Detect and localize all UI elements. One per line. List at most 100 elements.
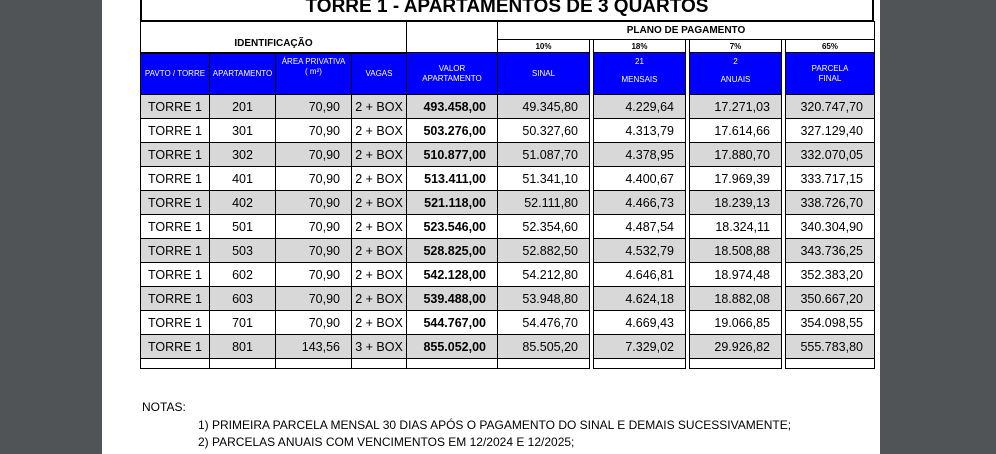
gap	[685, 118, 690, 143]
cell-valor: 493.458,00	[406, 94, 498, 119]
cell-apartamento: 602	[209, 262, 276, 287]
cell-vagas: 2 + BOX	[351, 238, 407, 263]
cell-apartamento: 603	[209, 286, 276, 311]
cell-pavto: TORRE 1	[140, 310, 210, 335]
cell-anuais: 18.974,48	[689, 262, 782, 287]
cell-sinal: 51.087,70	[497, 142, 590, 167]
cell-anuais: 17.614,66	[689, 118, 782, 143]
cell-valor: 503.276,00	[406, 118, 498, 143]
empty-cell	[689, 358, 782, 369]
plano-header: PLANO DE PAGAMENTO	[497, 21, 875, 40]
mensais-label: MENSAIS	[621, 75, 658, 84]
cell-anuais: 18.882,08	[689, 286, 782, 311]
cell-anuais: 19.066,85	[689, 310, 782, 335]
cell-parcela-final: 340.304,90	[785, 214, 875, 239]
cell-vagas: 2 + BOX	[351, 118, 407, 143]
cell-mensais: 4.646,81	[593, 262, 686, 287]
gap	[589, 238, 594, 263]
gap	[781, 142, 786, 167]
gap	[781, 190, 786, 215]
cell-sinal: 52.354,60	[497, 214, 590, 239]
table-row: TORRE 1 801 143,56 3 + BOX 855.052,00 85.505,…	[140, 334, 875, 359]
cell-valor: 521.118,00	[406, 190, 498, 215]
cell-apartamento: 302	[209, 142, 276, 167]
col-header-anuais: 2 ANUAIS	[689, 52, 782, 95]
cell-sinal: 49.345,80	[497, 94, 590, 119]
cell-anuais: 18.324,11	[689, 214, 782, 239]
col-header-valor: VALOR APARTAMENTO	[406, 52, 498, 95]
empty-cell	[351, 358, 407, 369]
cell-sinal: 52.882,50	[497, 238, 590, 263]
cell-pavto: TORRE 1	[140, 142, 210, 167]
cell-area: 70,90	[275, 262, 352, 287]
gap	[685, 190, 690, 215]
cell-vagas: 2 + BOX	[351, 286, 407, 311]
gap	[685, 310, 690, 335]
cell-valor: 544.767,00	[406, 310, 498, 335]
cell-mensais: 4.532,79	[593, 238, 686, 263]
gap	[589, 142, 594, 167]
valor-line2: APARTAMENTO	[422, 73, 482, 83]
cell-anuais: 17.880,70	[689, 142, 782, 167]
gap	[589, 334, 594, 359]
cell-valor: 510.877,00	[406, 142, 498, 167]
table-row: TORRE 1 603 70,90 2 + BOX 539.488,00 53.948,8…	[140, 286, 875, 311]
cell-area: 70,90	[275, 94, 352, 119]
cell-mensais: 4.669,43	[593, 310, 686, 335]
cell-vagas: 2 + BOX	[351, 94, 407, 119]
cell-parcela-final: 333.717,15	[785, 166, 875, 191]
cell-mensais: 7.329,02	[593, 334, 686, 359]
gap	[589, 190, 594, 215]
cell-area: 70,90	[275, 190, 352, 215]
area-line1: ÁREA PRIVATIVA	[281, 56, 346, 66]
cell-pavto: TORRE 1	[140, 262, 210, 287]
cell-vagas: 2 + BOX	[351, 190, 407, 215]
cell-anuais: 17.969,39	[689, 166, 782, 191]
cell-vagas: 2 + BOX	[351, 214, 407, 239]
cell-parcela-final: 352.383,20	[785, 262, 875, 287]
empty-cell	[593, 358, 686, 369]
gap	[685, 286, 690, 311]
mensais-count: 21	[635, 57, 644, 66]
cell-valor: 528.825,00	[406, 238, 498, 263]
table-row: TORRE 1 302 70,90 2 + BOX 510.877,00 51.087,7…	[140, 142, 875, 167]
cell-pavto: TORRE 1	[140, 118, 210, 143]
cell-pavto: TORRE 1	[140, 190, 210, 215]
cell-area: 70,90	[275, 214, 352, 239]
cell-apartamento: 503	[209, 238, 276, 263]
pct-anuais: 7%	[689, 39, 782, 53]
gap	[589, 286, 594, 311]
gap	[781, 238, 786, 263]
cell-pavto: TORRE 1	[140, 334, 210, 359]
cell-area: 70,90	[275, 166, 352, 191]
cell-sinal: 53.948,80	[497, 286, 590, 311]
cell-anuais: 18.508,88	[689, 238, 782, 263]
gap	[589, 262, 594, 287]
cell-pavto: TORRE 1	[140, 94, 210, 119]
cell-pavto: TORRE 1	[140, 214, 210, 239]
identificacao-header: IDENTIFICAÇÃO	[140, 21, 407, 54]
cell-pavto: TORRE 1	[140, 286, 210, 311]
parcela-line2: FINAL	[818, 73, 842, 83]
cell-area: 143,56	[275, 334, 352, 359]
gap	[781, 166, 786, 191]
cell-apartamento: 701	[209, 310, 276, 335]
cell-mensais: 4.466,73	[593, 190, 686, 215]
cell-sinal: 54.476,70	[497, 310, 590, 335]
cell-pavto: TORRE 1	[140, 238, 210, 263]
gap	[685, 94, 690, 119]
cell-valor: 523.546,00	[406, 214, 498, 239]
cell-valor: 513.411,00	[406, 166, 498, 191]
note-item: 2) PARCELAS ANUAIS COM VENCIMENTOS EM 12…	[198, 435, 575, 449]
cell-apartamento: 201	[209, 94, 276, 119]
document-page: TORRE 1 - APARTAMENTOS DE 3 QUARTOS IDEN…	[102, 0, 880, 454]
empty-cell	[785, 358, 875, 369]
anuais-count: 2	[733, 57, 738, 66]
cell-valor: 539.488,00	[406, 286, 498, 311]
table-row: TORRE 1 602 70,90 2 + BOX 542.128,00 54.212,8…	[140, 262, 875, 287]
cell-vagas: 2 + BOX	[351, 310, 407, 335]
gap	[781, 310, 786, 335]
cell-parcela-final: 343.736,25	[785, 238, 875, 263]
table-row: TORRE 1 501 70,90 2 + BOX 523.546,00 52.354,6…	[140, 214, 875, 239]
empty-cell	[497, 358, 590, 369]
